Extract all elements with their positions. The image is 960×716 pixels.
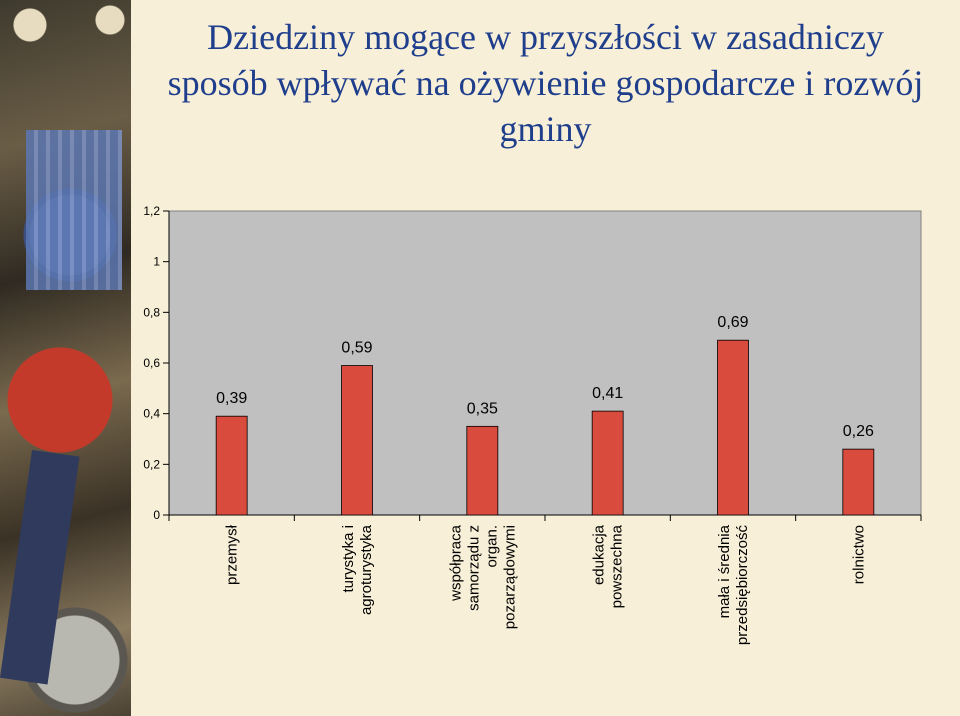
- data-label: 0,69: [717, 314, 748, 331]
- category-label: mała i średnia przedsiębiorczość: [716, 524, 751, 645]
- category-label-line: rolnictwo: [850, 525, 867, 584]
- y-tick-label: 0: [153, 508, 160, 522]
- category-label-line: przedsiębiorczość: [734, 525, 751, 646]
- data-label: 0,41: [592, 385, 623, 402]
- bar: [591, 410, 624, 516]
- bar: [717, 339, 749, 516]
- y-tick-label: 1: [153, 255, 160, 269]
- bar: [466, 425, 499, 516]
- category-label: przemysł: [224, 524, 241, 585]
- medal-ribbon: [26, 130, 122, 290]
- bar-chart: 0 0,2 0,4 0,6 0,8 1 1,2 0,39 przemysł 0,59 turysty…: [143, 204, 922, 645]
- data-label: 0,35: [467, 400, 498, 417]
- slide-title-line-2: sposób wpływać na ożywienie gospodarcze …: [167, 63, 924, 103]
- category-label: rolnictwo: [850, 525, 867, 584]
- category-label-line: samorządu z: [465, 525, 482, 611]
- slide-title-line-1: Dziedziny mogące w przyszłości w zasadni…: [207, 17, 884, 57]
- category-label-line: agroturystyka: [358, 524, 375, 615]
- category-label: turystyka i agroturystyka: [340, 524, 375, 615]
- slide-title-line-3: gminy: [499, 109, 592, 149]
- bar: [215, 415, 248, 516]
- category-label: edukacja powszechna: [591, 524, 626, 608]
- y-tick-label: 0,6: [143, 356, 160, 370]
- slide-title: Dziedziny mogące w przyszłości w zasadni…: [131, 14, 960, 152]
- y-tick-label: 0,2: [143, 457, 160, 471]
- y-tick-label: 0,4: [143, 407, 160, 421]
- category-label-line: pozarządowymi: [501, 525, 518, 629]
- bar: [842, 448, 875, 516]
- data-label: 0,26: [843, 423, 874, 440]
- y-tick-label: 1,2: [143, 204, 160, 218]
- data-label: 0,59: [341, 340, 372, 357]
- category-label-line: turystyka i: [340, 525, 357, 593]
- compass-strap: [0, 450, 80, 685]
- decorative-side-image: [0, 0, 131, 716]
- category-label-line: powszechna: [609, 524, 626, 608]
- plot-area: [168, 210, 922, 516]
- category-label-line: organ.: [483, 525, 500, 568]
- category-label: współpraca samorządu z organ. pozarządowymi: [447, 524, 518, 629]
- category-label-line: edukacja: [591, 524, 608, 585]
- category-label-line: przemysł: [224, 524, 241, 585]
- category-label-line: współpraca: [447, 524, 464, 602]
- category-label-line: mała i średnia: [716, 524, 733, 618]
- data-label: 0,39: [216, 390, 247, 407]
- bar: [341, 365, 373, 516]
- y-tick-label: 0,8: [143, 305, 160, 319]
